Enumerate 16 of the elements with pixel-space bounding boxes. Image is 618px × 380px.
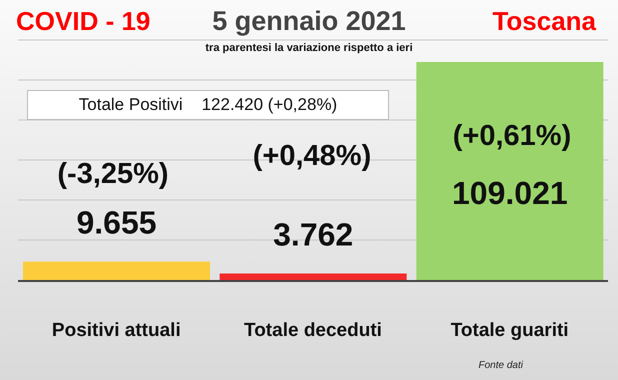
source-note: Fonte dati <box>478 360 523 371</box>
data-label: 3.762 <box>273 216 354 252</box>
data-label: 109.021 <box>452 175 568 211</box>
text: Toscana <box>492 6 596 37</box>
chart-title: 5 gennaio 2021 <box>212 6 406 36</box>
annotation: (-3,25%) <box>56 158 170 191</box>
x-tick-label: Totale guariti <box>450 320 570 342</box>
annotation: Totale Positivi 122.420 (+0,28%) <box>78 95 338 114</box>
chart-subtitle: tra parentesi la variazione rispetto a ieri <box>204 42 414 54</box>
annotation: (+0,61%) <box>452 120 572 153</box>
x-tick-label: Positivi attuali <box>50 320 182 342</box>
text: COVID - 19 <box>16 6 150 37</box>
data-label: 9.655 <box>76 204 157 241</box>
x-tick-label: Totale deceduti <box>243 320 383 342</box>
annotation: (+0,48%) <box>252 140 372 173</box>
label-box: Totale Positivi 122.420 (+0,28%) <box>27 90 389 120</box>
